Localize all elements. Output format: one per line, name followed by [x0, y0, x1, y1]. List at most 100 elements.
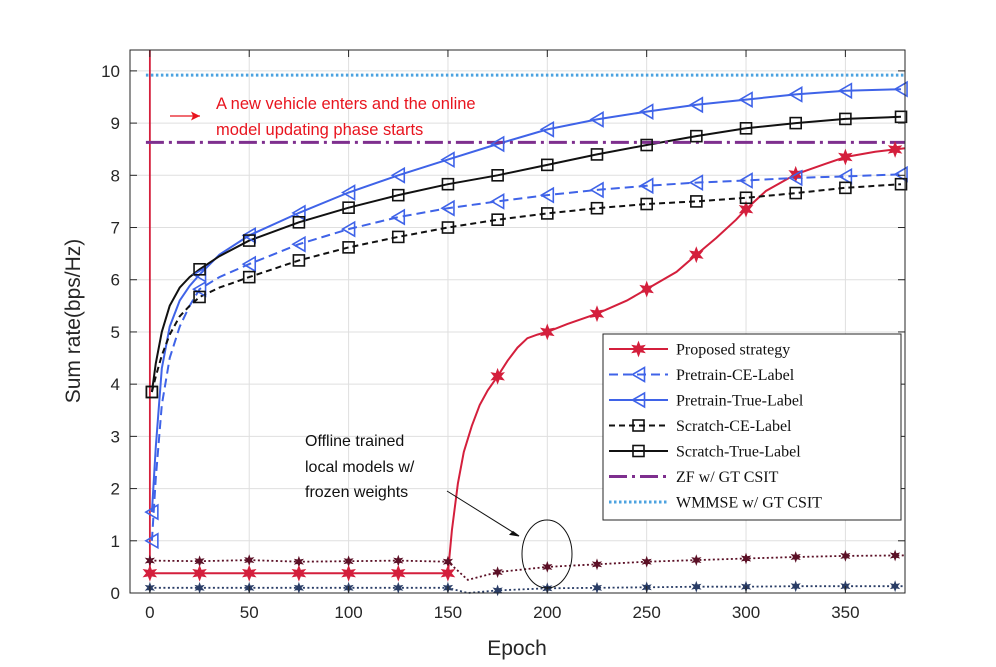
- scratch-ce-label-marker: [690, 195, 703, 208]
- offline-local-model-a-marker: [542, 561, 553, 573]
- pretrain-true-label-marker: [390, 166, 406, 184]
- scratch-ce-label-marker: [590, 201, 604, 215]
- y-tick-label: 3: [111, 427, 120, 446]
- pretrain-true-label-marker: [539, 120, 555, 138]
- scratch-true-label-marker: [441, 177, 455, 191]
- offline-text-line2: local models w/: [305, 459, 415, 476]
- scratch-ce-label-marker: [894, 177, 908, 191]
- offline-local-model-b-marker: [889, 580, 901, 593]
- legend: Proposed strategy Pretrain-CE-Label Pretra…: [602, 333, 902, 521]
- y-tick-label: 9: [111, 114, 120, 133]
- scratch-true-label-marker: [342, 201, 355, 214]
- proposed-strategy-marker: [291, 564, 307, 582]
- pretrain-ce-label-marker: [738, 172, 753, 189]
- proposed-strategy-marker: [490, 367, 505, 385]
- pretrain-ce-label-marker: [241, 255, 257, 273]
- pretrain-ce-label-line: [150, 173, 902, 541]
- pretrain-true-label-marker: [788, 85, 803, 103]
- scratch-ce-label-marker: [491, 213, 504, 226]
- scratch-ce-label-marker: [839, 181, 852, 195]
- pretrain-ce-label-marker: [144, 532, 159, 550]
- scratch-ce-label-marker: [541, 207, 554, 220]
- offline-local-model-a-marker: [740, 552, 752, 565]
- pretrain-true-label-marker: [589, 111, 604, 128]
- y-tick-label: 0: [111, 584, 120, 603]
- legend-label-zf-w-gt-csit: ZF w/ GT CSIT: [676, 469, 779, 486]
- legend-label-scratch-ce-label: Scratch-CE-Label: [676, 418, 792, 435]
- scratch-ce-label-marker: [441, 221, 455, 234]
- scratch-true-label-marker: [839, 112, 852, 126]
- proposed-strategy-marker: [589, 305, 605, 323]
- scratch-ce-label-marker: [292, 254, 306, 267]
- proposed-strategy-marker: [689, 246, 704, 264]
- pretrain-true-label-marker: [837, 82, 853, 100]
- pretrain-true-label-marker: [639, 103, 654, 121]
- scratch-true-label-marker: [145, 385, 159, 399]
- offline-local-model-a-marker: [790, 551, 801, 563]
- proposed-strategy-marker: [838, 148, 853, 166]
- scratch-true-label-marker: [391, 188, 405, 202]
- y-tick-label: 1: [111, 532, 120, 551]
- pretrain-true-label-marker: [688, 96, 704, 114]
- scratch-ce-label-marker: [242, 270, 256, 284]
- scratch-true-label-marker: [640, 138, 653, 152]
- x-tick-label: 50: [240, 603, 259, 622]
- y-axis-title: Sum rate(bps/Hz): [62, 239, 85, 404]
- offline-text-line3: frozen weights: [305, 484, 408, 501]
- scratch-true-label-marker: [690, 129, 703, 143]
- proposed-strategy-marker: [241, 564, 257, 582]
- offline-arrow: [446, 490, 520, 537]
- proposed-strategy-marker: [192, 564, 207, 582]
- plot-frame: [129, 49, 906, 594]
- proposed-strategy-marker: [341, 564, 356, 582]
- offline-local-model-b-marker: [790, 580, 801, 593]
- pretrain-ce-label-marker: [837, 167, 853, 185]
- scratch-true-label-marker: [789, 116, 803, 130]
- new-vehicle-text-line1: A new vehicle enters and the online: [216, 95, 476, 113]
- scratch-true-label-marker: [894, 110, 908, 124]
- legend-marker-proposed-strategy: [631, 340, 646, 358]
- pretrain-ce-label-marker: [589, 181, 604, 199]
- x-tick-label: 350: [831, 603, 859, 622]
- offline-local-model-a-marker: [641, 555, 652, 568]
- legend-label-scratch-true-label: Scratch-True-Label: [676, 444, 801, 461]
- new-vehicle-arrowhead-icon: [191, 111, 200, 121]
- offline-text-line1: Offline trained: [305, 433, 404, 450]
- proposed-strategy-marker: [440, 564, 456, 582]
- offline-local-model-b-marker: [492, 584, 503, 597]
- pretrain-ce-label-marker: [893, 165, 908, 183]
- x-tick-label: 0: [145, 603, 154, 622]
- y-tick-label: 8: [111, 166, 120, 185]
- legend-entries: Proposed strategy Pretrain-CE-Label Pretra…: [609, 340, 822, 512]
- proposed-strategy-line: [149, 147, 906, 575]
- series-markers: [142, 80, 908, 597]
- proposed-strategy-marker: [390, 564, 406, 582]
- x-tick-label: 200: [533, 603, 561, 622]
- pretrain-ce-label-marker: [341, 220, 356, 238]
- x-tick-label: 150: [434, 603, 462, 622]
- scratch-ce-label-line: [150, 183, 902, 393]
- scratch-true-label-marker: [739, 122, 753, 135]
- scratch-ce-label-marker: [193, 290, 206, 304]
- legend-label-wmmse-w-gt-csit: WMMSE w/ GT CSIT: [676, 495, 822, 512]
- pretrain-ce-label-marker: [390, 208, 406, 226]
- new-vehicle-text-line2: model updating phase starts: [216, 121, 423, 139]
- legend-marker-scratch-ce-label: [632, 419, 645, 432]
- y-tick-label: 2: [111, 480, 120, 499]
- x-axis-title: Epoch: [487, 637, 547, 660]
- y-tick-label: 10: [101, 62, 120, 81]
- offline-local-model-b-marker: [691, 580, 702, 593]
- scratch-ce-label-marker: [789, 186, 803, 200]
- pretrain-true-label-line: [150, 88, 902, 513]
- scratch-true-label-line: [150, 115, 902, 393]
- series-lines: [145, 50, 906, 594]
- pretrain-true-label-marker: [893, 80, 908, 98]
- pretrain-true-label-marker: [738, 91, 753, 108]
- y-tick-label: 4: [111, 375, 120, 394]
- pretrain-true-label-marker: [440, 151, 455, 169]
- offline-local-model-a-marker: [840, 550, 851, 562]
- pretrain-ce-label-marker: [788, 169, 803, 187]
- scratch-ce-label-marker: [739, 191, 753, 205]
- proposed-strategy-marker: [142, 564, 158, 582]
